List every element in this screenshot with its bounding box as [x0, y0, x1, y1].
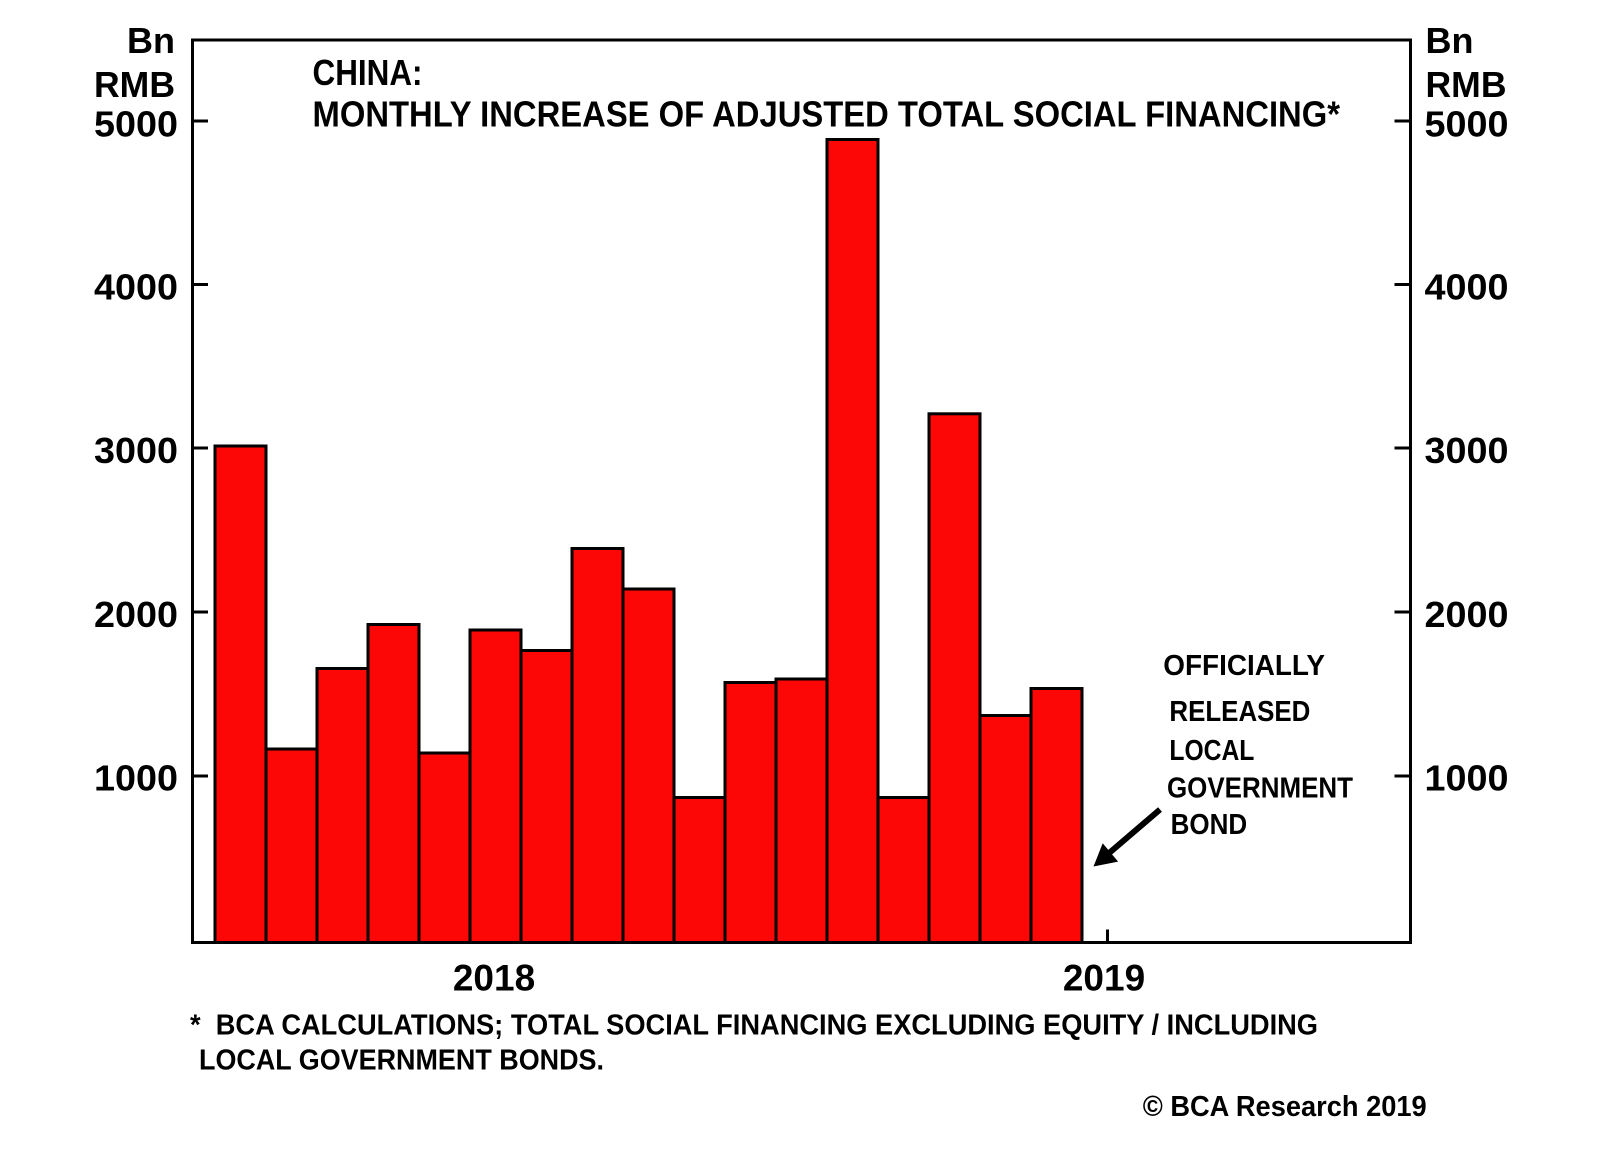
svg-text:LOCAL GOVERNMENT BONDS.: LOCAL GOVERNMENT BONDS.	[199, 1045, 604, 1077]
svg-text:© BCA Research 2019: © BCA Research 2019	[1143, 1091, 1427, 1123]
svg-text:GOVERNMENT: GOVERNMENT	[1167, 772, 1354, 804]
svg-text:2018: 2018	[453, 958, 535, 999]
svg-text:4000: 4000	[94, 267, 178, 308]
svg-text:Bn: Bn	[1426, 20, 1474, 61]
svg-text:2000: 2000	[1425, 594, 1509, 635]
svg-text:1000: 1000	[1425, 758, 1509, 799]
svg-text:1000: 1000	[94, 758, 178, 799]
svg-text:2000: 2000	[94, 594, 178, 635]
svg-text:* BCA CALCULATIONS; TOTAL SOC: * BCA CALCULATIONS; TOTAL SOCIAL FINANCI…	[190, 1010, 1318, 1042]
svg-text:RELEASED: RELEASED	[1169, 696, 1310, 728]
svg-text:Bn: Bn	[127, 20, 175, 61]
svg-text:CHINA:: CHINA:	[313, 52, 423, 93]
svg-text:RMB: RMB	[94, 64, 175, 105]
svg-text:3000: 3000	[94, 430, 178, 471]
svg-text:3000: 3000	[1425, 430, 1509, 471]
svg-text:LOCAL: LOCAL	[1169, 735, 1254, 767]
svg-text:5000: 5000	[1425, 104, 1509, 145]
svg-text:RMB: RMB	[1426, 64, 1507, 105]
svg-text:5000: 5000	[94, 104, 178, 145]
svg-text:BOND: BOND	[1171, 809, 1248, 841]
svg-text:OFFICIALLY: OFFICIALLY	[1163, 650, 1325, 682]
svg-text:MONTHLY INCREASE OF ADJUSTED T: MONTHLY INCREASE OF ADJUSTED TOTAL SOCIA…	[313, 93, 1341, 134]
svg-text:4000: 4000	[1425, 267, 1509, 308]
svg-text:2019: 2019	[1063, 958, 1145, 999]
